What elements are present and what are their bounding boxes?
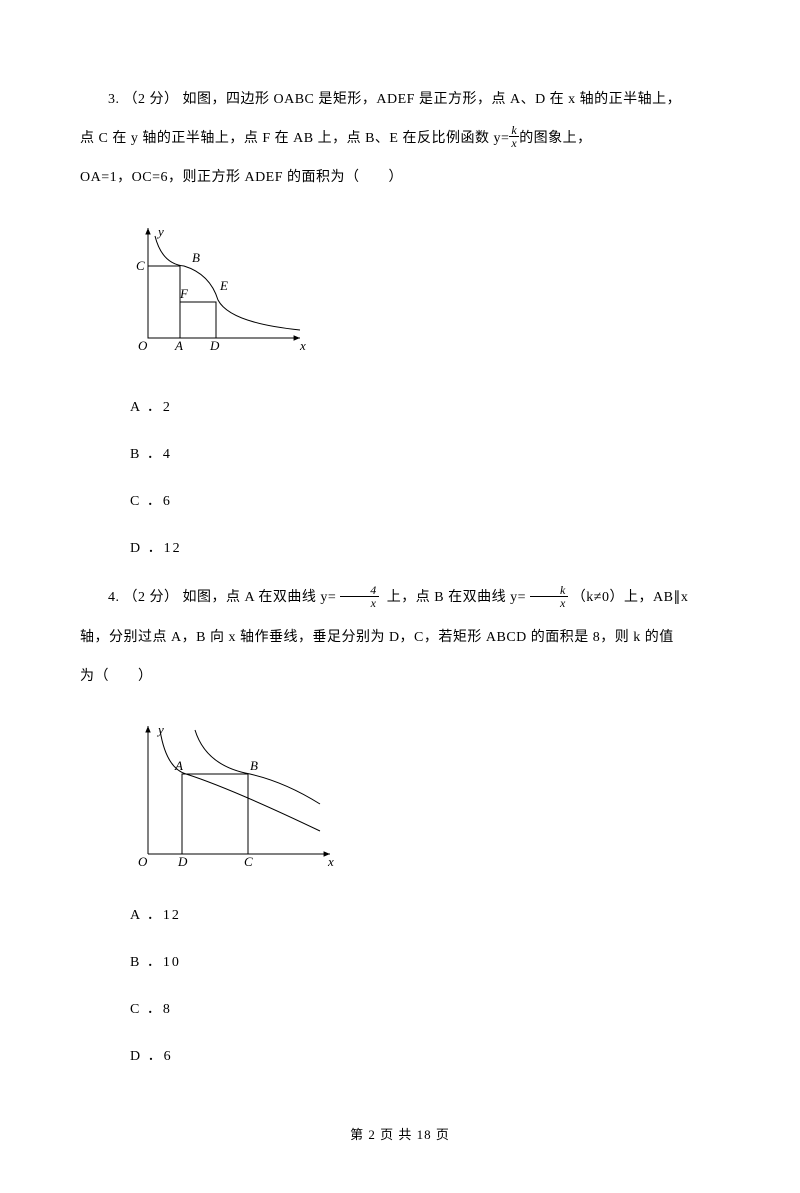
q4-options: A ．12 B ．10 C ．8 D ．6 xyxy=(130,896,720,1077)
q4-option-c: C ．8 xyxy=(130,990,720,1029)
svg-text:E: E xyxy=(219,278,228,293)
q3-fraction: kx xyxy=(509,124,519,149)
q3-option-b: B ．4 xyxy=(130,435,720,474)
svg-text:A: A xyxy=(174,338,183,353)
svg-text:C: C xyxy=(136,258,145,273)
q4-frac1-num: 4 xyxy=(340,584,379,597)
svg-text:x: x xyxy=(327,854,334,869)
q4-points: （2 分） xyxy=(124,590,179,605)
q3-stem-line1: 3. （2 分） 如图，四边形 OABC 是矩形，ADEF 是正方形，点 A、D… xyxy=(80,80,720,119)
q3-stem-line2: 点 C 在 y 轴的正半轴上，点 F 在 AB 上，点 B、E 在反比例函数 y… xyxy=(80,119,720,158)
q4-fraction-1: 4x xyxy=(340,584,379,609)
q3-options: A ．2 B ．4 C ．6 D ．12 xyxy=(130,388,720,569)
q4-diagram-svg: y x O A B D C xyxy=(120,716,340,876)
svg-text:O: O xyxy=(138,338,148,353)
q3-diagram: y x O C B F E A D xyxy=(120,218,720,368)
svg-text:D: D xyxy=(177,854,188,869)
svg-text:O: O xyxy=(138,854,148,869)
q4-text-c: （k≠0）上，AB∥x xyxy=(568,590,689,605)
q4-text-a: 如图，点 A 在双曲线 y= xyxy=(183,590,341,605)
q4-fraction-2: kx xyxy=(530,584,568,609)
q3-option-a: A ．2 xyxy=(130,388,720,427)
svg-text:B: B xyxy=(250,758,258,773)
q4-stem-line3: 为（ ） xyxy=(80,657,720,696)
svg-text:B: B xyxy=(192,250,200,265)
svg-text:D: D xyxy=(209,338,220,353)
svg-text:y: y xyxy=(156,224,164,239)
question-4: 4. （2 分） 如图，点 A 在双曲线 y= 4x 上，点 B 在双曲线 y=… xyxy=(80,578,720,1076)
q4-frac1-den: x xyxy=(340,597,379,609)
q3-points: （2 分） xyxy=(124,92,179,107)
q4-stem-line2: 轴，分别过点 A，B 向 x 轴作垂线，垂足分别为 D，C，若矩形 ABCD 的… xyxy=(80,618,720,657)
page-footer: 第 2 页 共 18 页 xyxy=(80,1117,720,1153)
q4-frac2-den: x xyxy=(530,597,568,609)
q4-option-d: D ．6 xyxy=(130,1037,720,1076)
q4-option-a: A ．12 xyxy=(130,896,720,935)
q3-option-d: D ．12 xyxy=(130,529,720,568)
svg-text:A: A xyxy=(174,758,183,773)
q3-diagram-svg: y x O C B F E A D xyxy=(120,218,310,368)
q4-stem-line1: 4. （2 分） 如图，点 A 在双曲线 y= 4x 上，点 B 在双曲线 y=… xyxy=(80,578,720,617)
q4-option-b: B ．10 xyxy=(130,943,720,982)
svg-text:C: C xyxy=(244,854,253,869)
svg-text:y: y xyxy=(156,722,164,737)
question-3: 3. （2 分） 如图，四边形 OABC 是矩形，ADEF 是正方形，点 A、D… xyxy=(80,80,720,568)
q3-frac-den: x xyxy=(509,137,519,149)
svg-text:x: x xyxy=(299,338,306,353)
q3-stem-line3: OA=1，OC=6，则正方形 ADEF 的面积为（ ） xyxy=(80,158,720,197)
svg-text:F: F xyxy=(179,286,189,301)
q3-number: 3. xyxy=(108,92,120,107)
q3-option-c: C ．6 xyxy=(130,482,720,521)
q3-text2a: 点 C 在 y 轴的正半轴上，点 F 在 AB 上，点 B、E 在反比例函数 y… xyxy=(80,131,509,146)
q4-frac2-num: k xyxy=(530,584,568,597)
q4-diagram: y x O A B D C xyxy=(120,716,720,876)
q3-text2b: 的图象上， xyxy=(519,131,592,146)
q4-number: 4. xyxy=(108,590,120,605)
q3-text1: 如图，四边形 OABC 是矩形，ADEF 是正方形，点 A、D 在 x 轴的正半… xyxy=(183,92,682,107)
q4-text-b: 上，点 B 在双曲线 y= xyxy=(379,590,530,605)
